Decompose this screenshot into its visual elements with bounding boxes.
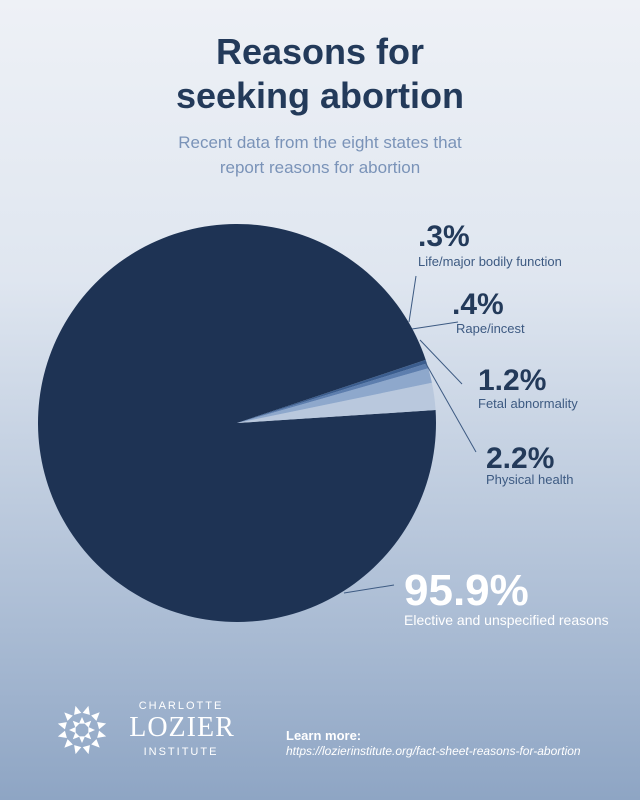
leader-line xyxy=(411,321,459,330)
label-rape-incest: Rape/incest xyxy=(456,321,525,336)
slice-elective xyxy=(38,224,437,623)
slice-rape-incest xyxy=(237,363,429,423)
label-physical-health: Physical health xyxy=(486,472,573,487)
subtitle-line-1: Recent data from the eight states that xyxy=(178,133,462,152)
page-title: Reasons for seeking abortion xyxy=(0,30,640,118)
value-life-bodily-function: .3% xyxy=(418,220,470,253)
label-elective: Elective and unspecified reasons xyxy=(404,612,609,628)
leader-line xyxy=(408,275,417,323)
leader-line xyxy=(419,339,463,385)
subtitle-line-2: report reasons for abortion xyxy=(219,158,421,177)
value-rape-incest: .4% xyxy=(452,288,504,321)
leader-line xyxy=(424,361,477,453)
learn-more-link[interactable]: https://lozierinstitute.org/fact-sheet-r… xyxy=(286,744,581,758)
brand-name: LOZIER xyxy=(129,712,235,743)
brand-bottom-text: INSTITUTE xyxy=(143,746,219,758)
slice-physical-health xyxy=(237,382,436,423)
value-elective: 95.9% xyxy=(404,566,529,615)
title-line-1: Reasons for xyxy=(215,31,425,72)
lozier-logo-icon xyxy=(57,705,107,755)
label-fetal-abnormality: Fetal abnormality xyxy=(478,396,578,411)
label-life-bodily-function: Life/major bodily function xyxy=(418,254,562,269)
value-fetal-abnormality: 1.2% xyxy=(478,364,546,397)
title-line-2: seeking abortion xyxy=(175,75,465,116)
leader-line xyxy=(343,584,395,594)
slice-life-bodily-function xyxy=(237,359,427,423)
slice-fetal-abnormality xyxy=(237,368,432,423)
value-physical-health: 2.2% xyxy=(486,442,554,475)
brand-top-text: CHARLOTTE xyxy=(138,700,224,712)
learn-more-label: Learn more: xyxy=(286,728,362,743)
page-subtitle: Recent data from the eight states that r… xyxy=(0,130,640,180)
